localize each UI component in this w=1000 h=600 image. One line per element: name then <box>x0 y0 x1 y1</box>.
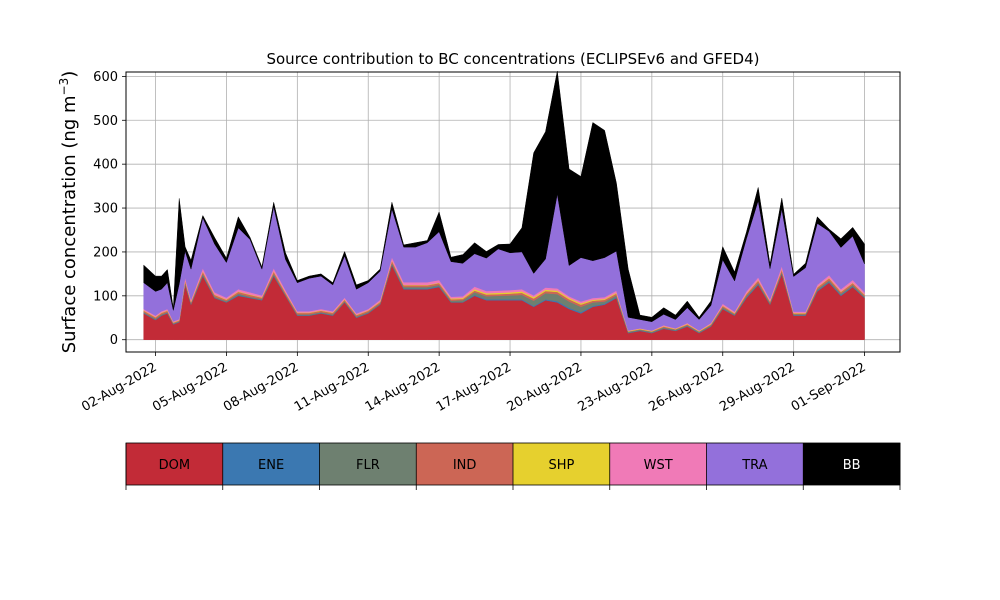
y-tick-label: 600 <box>93 70 118 85</box>
y-axis: 0 100 200 300 400 500 600 <box>93 70 126 348</box>
y-tick-label: 0 <box>110 333 118 348</box>
x-tick-label: 02-Aug-2022 <box>79 360 159 415</box>
y-axis-label-close: ) <box>59 71 80 78</box>
y-tick-label: 300 <box>93 202 118 217</box>
legend-label-bb: BB <box>843 458 861 473</box>
y-axis-label-main: Surface concentration (ng m <box>59 95 80 353</box>
legend-label-wst: WST <box>644 458 673 473</box>
legend-swatch-wst <box>609 443 707 485</box>
x-axis: 02-Aug-202205-Aug-202208-Aug-202211-Aug-… <box>79 352 869 415</box>
plot-frame <box>125 71 901 353</box>
legend: DOM ENE FLR IND SHP WST TRA BB <box>125 442 901 490</box>
legend-swatch-shp <box>513 443 610 485</box>
legend-label-ind: IND <box>453 458 477 473</box>
legend-label-ene: ENE <box>258 458 284 473</box>
x-tick-label: 08-Aug-2022 <box>221 360 301 415</box>
x-tick-label: 05-Aug-2022 <box>150 360 230 415</box>
area-bb <box>143 71 865 322</box>
y-axis-label-exponent: −3 <box>57 78 71 96</box>
legend-swatch-flr <box>319 443 417 485</box>
x-tick-label: 11-Aug-2022 <box>292 360 372 415</box>
legend-label-dom: DOM <box>159 458 190 473</box>
legend-label-shp: SHP <box>548 458 574 473</box>
chart-title: Source contribution to BC concentrations… <box>266 50 759 68</box>
legend-swatch-bb <box>803 443 900 485</box>
x-tick-label: 20-Aug-2022 <box>505 360 585 415</box>
y-axis-label: Surface concentration (ng m−3) <box>57 71 80 354</box>
y-tick-label: 200 <box>93 245 118 260</box>
legend-swatch-ene <box>222 443 320 485</box>
y-tick-label: 500 <box>93 114 118 129</box>
x-tick-label: 01-Sep-2022 <box>789 360 869 415</box>
x-tick-label: 14-Aug-2022 <box>363 360 443 415</box>
legend-frame <box>125 442 901 486</box>
y-tick-label: 400 <box>93 158 118 173</box>
legend-swatch-dom <box>126 443 223 485</box>
legend-swatch-tra <box>706 443 804 485</box>
x-tick-label: 29-Aug-2022 <box>717 360 797 415</box>
legend-swatch-ind <box>416 443 513 485</box>
y-tick-label: 100 <box>93 289 118 304</box>
x-tick-label: 23-Aug-2022 <box>576 360 656 415</box>
x-tick-label: 26-Aug-2022 <box>646 360 726 415</box>
x-tick-label: 17-Aug-2022 <box>434 360 514 415</box>
legend-label-flr: FLR <box>356 458 380 473</box>
stacked-areas <box>143 71 865 340</box>
legend-label-tra: TRA <box>741 458 767 473</box>
